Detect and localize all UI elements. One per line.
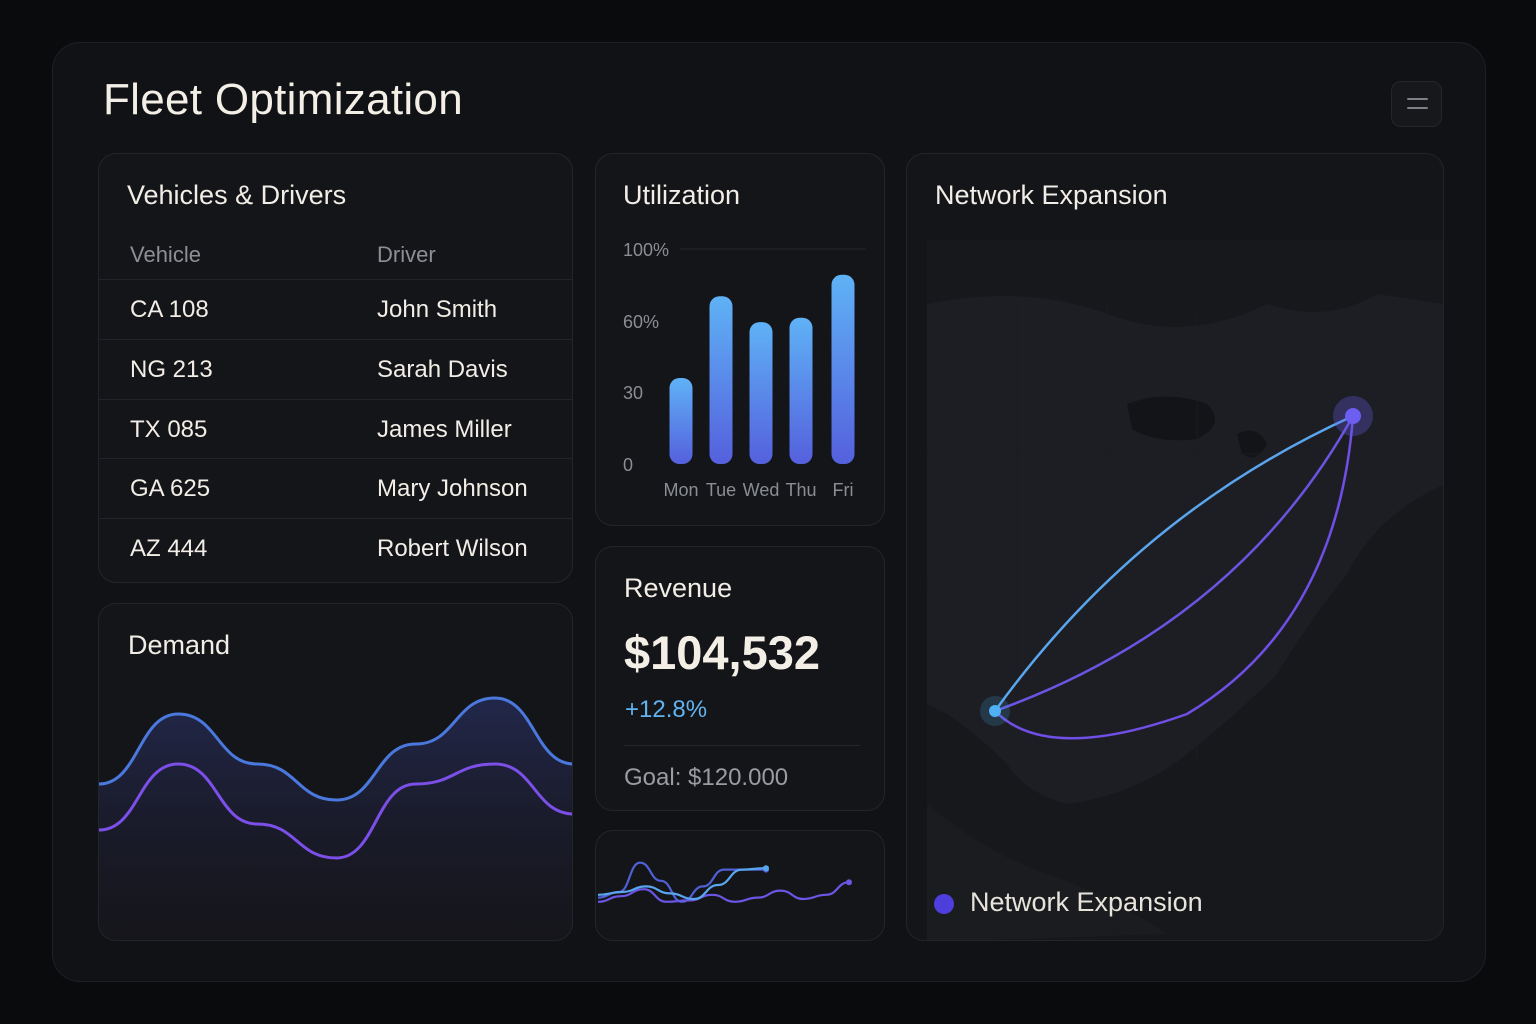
table-row[interactable]: GA 625 Mary Johnson xyxy=(99,458,572,517)
route-line[interactable] xyxy=(994,415,1355,740)
utilization-panel-title: Utilization xyxy=(623,180,741,210)
origin-marker-icon[interactable] xyxy=(989,705,1001,717)
hamburger-menu-icon[interactable] xyxy=(1391,81,1442,127)
bar[interactable] xyxy=(789,317,813,464)
bar[interactable] xyxy=(749,322,773,464)
revenue-panel-title: Revenue xyxy=(624,573,733,603)
menu-line xyxy=(1407,107,1428,109)
vehicle-id: CA 108 xyxy=(130,296,209,323)
revenue-panel: Revenue $104,532 +12.8% Goal: $120.000 xyxy=(595,546,885,811)
bar[interactable] xyxy=(669,378,693,464)
page-title: Fleet Optimization xyxy=(103,75,463,124)
demand-wave-chart xyxy=(99,696,573,940)
driver-name: John Smith xyxy=(377,296,498,323)
demand-area xyxy=(99,698,572,940)
lake-shape xyxy=(1237,430,1267,458)
driver-name: Sarah Davis xyxy=(377,356,508,383)
x-tick-label: Fri xyxy=(833,480,854,500)
y-tick-label: 100% xyxy=(623,240,669,260)
sparkline-point xyxy=(763,865,769,872)
menu-line xyxy=(1407,98,1428,100)
table-row[interactable]: AZ 444 Robert Wilson xyxy=(99,518,572,577)
vehicle-id: TX 085 xyxy=(130,416,208,443)
vehicle-id: GA 625 xyxy=(130,475,211,502)
legend-dot-icon xyxy=(934,894,954,914)
route-line[interactable] xyxy=(994,415,1355,713)
revenue-goal: Goal: $120.000 xyxy=(624,764,789,791)
dashboard-frame: Fleet Optimization Vehicles & Drivers Ve… xyxy=(52,42,1486,982)
x-tick-label: Tue xyxy=(706,480,736,500)
sparkline-point xyxy=(846,879,852,886)
table-row[interactable]: NG 213 Sarah Davis xyxy=(99,339,572,398)
bar[interactable] xyxy=(831,274,855,464)
y-tick-label: 60% xyxy=(623,312,659,332)
map-grid xyxy=(927,304,1377,764)
network-panel-title: Network Expansion xyxy=(935,180,1168,210)
sparkline-series xyxy=(597,867,767,901)
demand-line[interactable] xyxy=(99,696,573,802)
vehicles-panel-title: Vehicles & Drivers xyxy=(127,180,347,210)
demand-panel-title: Demand xyxy=(128,630,231,660)
y-tick-label: 30 xyxy=(623,383,643,403)
x-tick-label: Thu xyxy=(785,480,816,500)
x-tick-label: Wed xyxy=(743,480,780,500)
map[interactable] xyxy=(907,154,1444,941)
vehicles-drivers-panel: Vehicles & Drivers Vehicle Driver CA 108… xyxy=(98,153,573,583)
bar[interactable] xyxy=(709,296,733,464)
driver-name: James Miller xyxy=(377,416,512,443)
x-tick-label: Mon xyxy=(663,480,698,500)
y-tick-label: 0 xyxy=(623,455,633,475)
sparkline-panel xyxy=(595,830,885,941)
destination-marker-icon[interactable] xyxy=(1345,408,1361,424)
column-header-vehicle[interactable]: Vehicle xyxy=(130,242,201,267)
vehicle-id: NG 213 xyxy=(130,356,213,383)
land-shape xyxy=(927,804,1167,940)
revenue-change: +12.8% xyxy=(625,696,708,723)
vehicle-id: AZ 444 xyxy=(130,535,208,562)
sparkline-chart xyxy=(597,861,852,903)
demand-panel: Demand xyxy=(98,603,573,941)
route-line[interactable] xyxy=(993,414,1354,712)
sparkline-series xyxy=(597,881,850,903)
driver-name: Mary Johnson xyxy=(377,475,528,502)
lake-shape xyxy=(1127,396,1215,441)
column-header-driver[interactable]: Driver xyxy=(377,242,436,267)
utilization-panel: Utilization 100% 60% 30 0 Mon Tue Wed Thu Fri xyxy=(595,153,885,526)
demand-line[interactable] xyxy=(99,762,573,860)
revenue-value: $104,532 xyxy=(624,626,821,679)
legend-label: Network Expansion xyxy=(970,887,1203,917)
network-expansion-panel: Network Expansion Network Expansion xyxy=(906,153,1444,941)
divider xyxy=(624,745,860,746)
driver-name: Robert Wilson xyxy=(377,535,528,562)
table-row[interactable]: CA 108 John Smith xyxy=(99,279,572,338)
utilization-bar-chart: 100% 60% 30 0 Mon Tue Wed Thu Fri xyxy=(623,240,866,500)
land-shape xyxy=(927,294,1443,804)
table-row[interactable]: TX 085 James Miller xyxy=(99,399,572,458)
